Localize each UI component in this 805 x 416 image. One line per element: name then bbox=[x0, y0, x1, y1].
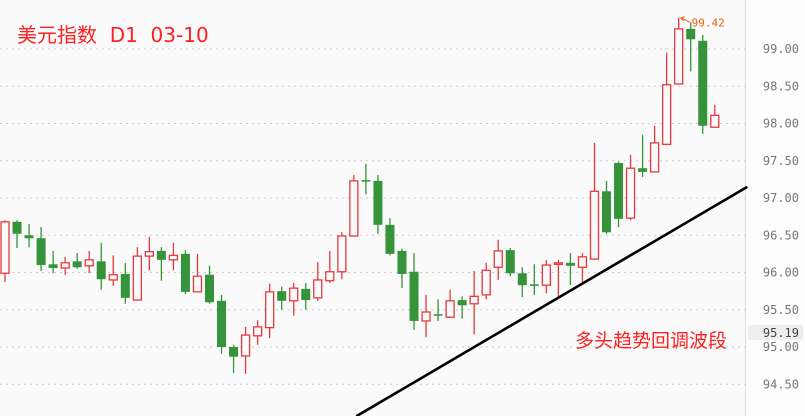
candle-body-down bbox=[529, 284, 539, 286]
candle-body-up bbox=[337, 235, 347, 273]
candle-body-up bbox=[481, 269, 491, 296]
y-tick-label: 99.00 bbox=[763, 42, 799, 56]
candle-body-up bbox=[541, 264, 551, 286]
candle-body-down bbox=[409, 271, 419, 321]
candle-body-down bbox=[72, 261, 82, 268]
current-price-label: 95.19 bbox=[763, 326, 799, 340]
candle-body-up bbox=[649, 142, 660, 173]
candle-body-down bbox=[686, 28, 696, 40]
candle-body-down bbox=[433, 314, 443, 316]
candle-body-down bbox=[301, 288, 311, 301]
candle-body-up bbox=[168, 254, 179, 261]
y-tick-label: 95.50 bbox=[763, 303, 799, 317]
y-tick-label: 96.00 bbox=[763, 266, 799, 280]
candle-body-down bbox=[36, 238, 46, 266]
candle-body-down bbox=[698, 40, 708, 126]
candle-body-up bbox=[553, 262, 564, 265]
candle-body-down bbox=[96, 261, 106, 280]
candle-body-down bbox=[385, 224, 395, 254]
trendline bbox=[355, 185, 748, 416]
candle-body-down bbox=[614, 162, 624, 219]
candle-body-up bbox=[349, 180, 359, 237]
candle-body-up bbox=[325, 271, 335, 282]
candle-body-up bbox=[577, 256, 588, 268]
current-price-box bbox=[748, 324, 803, 340]
candle-body-up bbox=[421, 311, 431, 322]
candle-body-down bbox=[373, 180, 383, 225]
candle-body-up bbox=[493, 250, 503, 268]
y-axis-panel bbox=[745, 0, 805, 416]
candle-body-down bbox=[277, 291, 287, 301]
candle-body-up bbox=[144, 250, 155, 257]
candle-body-down bbox=[48, 264, 58, 269]
candle-body-up bbox=[265, 291, 275, 329]
candle-body-down bbox=[397, 250, 407, 274]
candle-body-up bbox=[192, 275, 203, 293]
candle-body-down bbox=[24, 235, 34, 239]
y-tick-label: 96.50 bbox=[763, 228, 799, 242]
candle-body-down bbox=[180, 253, 190, 292]
candle-body-up bbox=[313, 279, 323, 299]
candle-body-down bbox=[505, 250, 515, 274]
candle-body-down bbox=[602, 191, 611, 233]
y-tick-label: 97.00 bbox=[763, 191, 799, 205]
high-price-label: 99.42 bbox=[692, 17, 725, 30]
candle-body-down bbox=[217, 300, 227, 347]
candle-body-down bbox=[156, 250, 166, 260]
candle-body-down bbox=[205, 274, 215, 303]
chart-title: 美元指数 D1 03-10 bbox=[17, 23, 209, 47]
y-tick-label: 97.50 bbox=[763, 154, 799, 168]
candle-body-up bbox=[625, 167, 636, 219]
candle-body-down bbox=[517, 273, 527, 286]
trend-annotation: 多头趋势回调波段 bbox=[575, 330, 728, 352]
candle-body-up bbox=[662, 84, 672, 146]
y-tick-label: 95.00 bbox=[763, 340, 799, 354]
candle-body-up bbox=[108, 274, 118, 281]
candle-body-up bbox=[0, 221, 10, 274]
candle-body-up bbox=[84, 259, 94, 267]
candle-body-up bbox=[469, 295, 479, 305]
candle-body-down bbox=[565, 262, 575, 266]
candle-body-up bbox=[252, 326, 263, 337]
candle-body-down bbox=[638, 168, 648, 172]
candle-body-up bbox=[445, 300, 455, 318]
high-marker-arrow-icon bbox=[680, 16, 691, 24]
y-tick-label: 94.50 bbox=[763, 377, 799, 391]
candle-body-up bbox=[60, 262, 70, 269]
candle-body-up bbox=[674, 28, 684, 85]
candle-body-up bbox=[710, 114, 720, 128]
candle-body-down bbox=[361, 180, 371, 182]
y-tick-label: 98.00 bbox=[763, 117, 799, 131]
candle-body-up bbox=[589, 190, 600, 260]
candle-body-up bbox=[132, 255, 142, 301]
candle-body-up bbox=[240, 334, 251, 357]
candle-body-down bbox=[12, 221, 22, 234]
candle-body-down bbox=[120, 273, 130, 298]
candle-body-down bbox=[457, 300, 467, 306]
candle-body-up bbox=[289, 287, 299, 302]
candle-body-down bbox=[229, 347, 239, 357]
y-tick-label: 98.50 bbox=[763, 79, 799, 93]
